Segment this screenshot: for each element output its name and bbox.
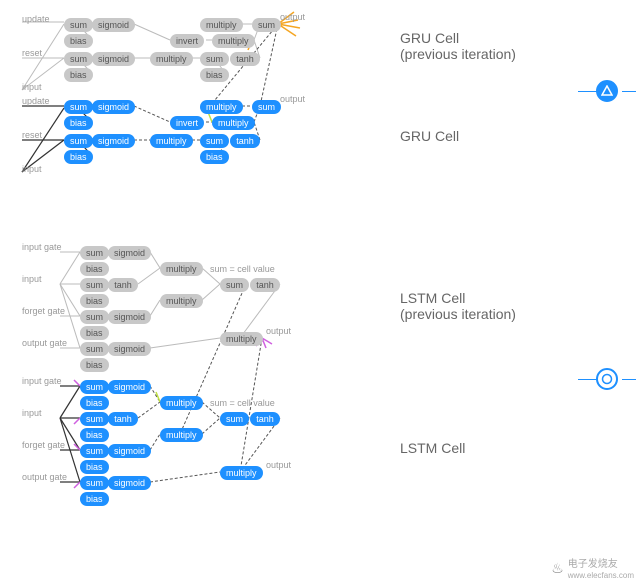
op-node-bias: bias [80, 326, 109, 340]
op-node-bias: bias [80, 460, 109, 474]
op-node-sigmoid: sigmoid [92, 100, 135, 114]
op-node-multiply: multiply [150, 134, 193, 148]
op-node-sum: sum [80, 310, 109, 324]
op-node-sigmoid: sigmoid [108, 310, 151, 324]
diagram-canvas: sumsigmoidmultiplysumbiasinvertmultiplys… [0, 0, 640, 585]
op-node-bias: bias [80, 262, 109, 276]
io-label: forget gate [22, 440, 65, 450]
op-node-bias: bias [64, 68, 93, 82]
io-label: sum = cell value [210, 264, 275, 274]
op-node-bias: bias [200, 150, 229, 164]
io-label: input gate [22, 376, 62, 386]
op-node-sigmoid: sigmoid [92, 18, 135, 32]
op-node-multiply: multiply [212, 116, 255, 130]
op-node-bias: bias [64, 150, 93, 164]
flame-icon: ♨ [551, 560, 564, 577]
watermark-url: www.elecfans.com [568, 571, 634, 580]
op-node-sum: sum [220, 412, 249, 426]
op-node-tanh: tanh [250, 412, 280, 426]
op-node-bias: bias [200, 68, 229, 82]
op-node-multiply: multiply [200, 18, 243, 32]
op-node-bias: bias [80, 428, 109, 442]
title-gru: GRU Cell [400, 128, 459, 144]
op-node-tanh: tanh [108, 412, 138, 426]
op-node-sigmoid: sigmoid [108, 380, 151, 394]
op-node-sigmoid: sigmoid [108, 342, 151, 356]
icon-line [622, 91, 636, 92]
op-node-sum: sum [80, 380, 109, 394]
op-node-sum: sum [64, 18, 93, 32]
op-node-invert: invert [170, 116, 204, 130]
op-node-multiply: multiply [160, 262, 203, 276]
op-node-sigmoid: sigmoid [108, 444, 151, 458]
op-node-invert: invert [170, 34, 204, 48]
op-node-sigmoid: sigmoid [108, 476, 151, 490]
triangle-node-icon [596, 80, 618, 102]
op-node-sum: sum [80, 246, 109, 260]
op-node-tanh: tanh [230, 52, 260, 66]
op-node-multiply: multiply [160, 396, 203, 410]
op-node-sigmoid: sigmoid [108, 246, 151, 260]
io-label: input gate [22, 242, 62, 252]
io-label: forget gate [22, 306, 65, 316]
op-node-multiply: multiply [200, 100, 243, 114]
io-label: input [22, 164, 42, 174]
op-node-tanh: tanh [250, 278, 280, 292]
title-gru-prev: GRU Cell (previous iteration) [400, 30, 516, 62]
op-node-multiply: multiply [160, 294, 203, 308]
op-node-multiply: multiply [212, 34, 255, 48]
op-node-bias: bias [64, 116, 93, 130]
io-label: output [280, 12, 305, 22]
op-node-sum: sum [64, 134, 93, 148]
icon-line [622, 379, 636, 380]
io-label: update [22, 96, 50, 106]
io-label: output gate [22, 472, 67, 482]
op-node-multiply: multiply [220, 466, 263, 480]
watermark: ♨ 电子发烧友 www.elecfans.com [551, 555, 634, 581]
op-node-bias: bias [80, 358, 109, 372]
io-label: output [266, 460, 291, 470]
op-node-tanh: tanh [230, 134, 260, 148]
title-lstm: LSTM Cell [400, 440, 465, 456]
op-node-sum: sum [252, 18, 281, 32]
op-node-sigmoid: sigmoid [92, 52, 135, 66]
op-node-sigmoid: sigmoid [92, 134, 135, 148]
io-label: output [280, 94, 305, 104]
io-label: output [266, 326, 291, 336]
io-label: input [22, 408, 42, 418]
op-node-sum: sum [80, 444, 109, 458]
op-node-sum: sum [80, 476, 109, 490]
op-node-multiply: multiply [220, 332, 263, 346]
circle-node-icon [596, 368, 618, 390]
io-label: update [22, 14, 50, 24]
op-node-tanh: tanh [108, 278, 138, 292]
io-label: sum = cell value [210, 398, 275, 408]
op-node-multiply: multiply [160, 428, 203, 442]
op-node-sum: sum [80, 342, 109, 356]
op-node-sum: sum [252, 100, 281, 114]
op-node-bias: bias [80, 396, 109, 410]
io-label: output gate [22, 338, 67, 348]
op-node-sum: sum [64, 100, 93, 114]
op-node-sum: sum [200, 134, 229, 148]
op-node-sum: sum [200, 52, 229, 66]
io-label: input [22, 274, 42, 284]
io-label: reset [22, 48, 42, 58]
op-node-sum: sum [80, 412, 109, 426]
op-node-sum: sum [220, 278, 249, 292]
io-label: input [22, 82, 42, 92]
op-node-bias: bias [64, 34, 93, 48]
op-node-multiply: multiply [150, 52, 193, 66]
title-lstm-prev: LSTM Cell (previous iteration) [400, 290, 516, 322]
io-label: reset [22, 130, 42, 140]
op-node-bias: bias [80, 294, 109, 308]
op-node-bias: bias [80, 492, 109, 506]
watermark-text: 电子发烧友 [568, 559, 618, 570]
op-node-sum: sum [64, 52, 93, 66]
op-node-sum: sum [80, 278, 109, 292]
